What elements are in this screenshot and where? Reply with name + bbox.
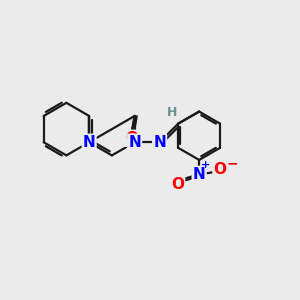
Text: O: O	[214, 162, 226, 177]
Text: N: N	[153, 135, 166, 150]
Text: O: O	[171, 177, 184, 192]
Text: N: N	[128, 135, 141, 150]
Text: +: +	[201, 160, 210, 170]
Text: −: −	[226, 156, 238, 170]
Text: O: O	[125, 131, 138, 146]
Text: N: N	[83, 135, 95, 150]
Text: N: N	[193, 167, 206, 182]
Text: H: H	[167, 106, 177, 119]
